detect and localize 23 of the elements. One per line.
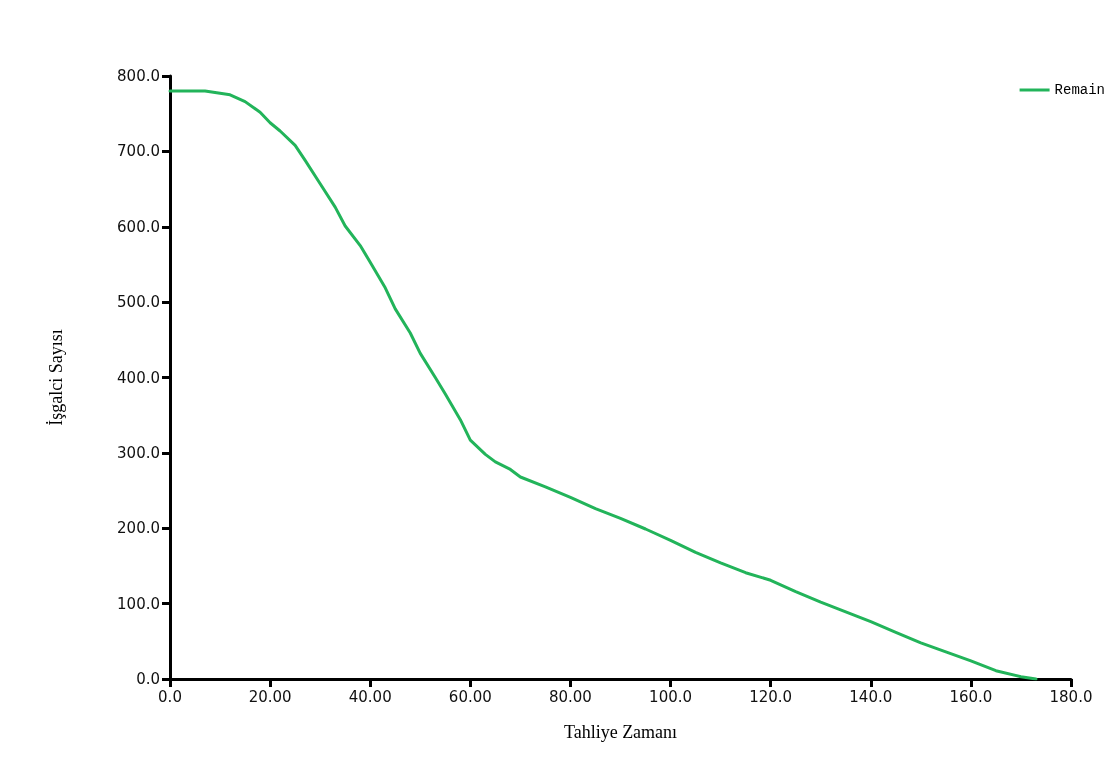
y-tick-label: 600.0 bbox=[117, 217, 160, 236]
y-tick-label: 700.0 bbox=[117, 142, 160, 161]
x-tick-label: 140.0 bbox=[849, 687, 893, 706]
legend-label: Remain bbox=[1054, 82, 1106, 98]
x-tick-label: 20.00 bbox=[248, 687, 292, 706]
x-tick-label: 180.0 bbox=[1049, 687, 1093, 706]
y-tick-label: 400.0 bbox=[117, 368, 160, 387]
x-axis-title: Tahliye Zamanı bbox=[563, 722, 678, 742]
x-tick-label: 100.0 bbox=[649, 687, 693, 706]
x-tick-label: 40.00 bbox=[348, 687, 392, 706]
x-tick-label: 120.0 bbox=[749, 687, 793, 706]
y-tick-label: 300.0 bbox=[117, 443, 160, 462]
x-tick-label: 60.00 bbox=[448, 687, 492, 706]
y-tick-label: 0.0 bbox=[136, 670, 160, 688]
y-tick-label: 200.0 bbox=[117, 519, 160, 538]
x-tick-label: 80.00 bbox=[548, 687, 592, 706]
x-tick-label: 160.0 bbox=[949, 687, 993, 706]
y-tick-label: 800.0 bbox=[117, 67, 160, 85]
y-tick-label: 100.0 bbox=[117, 594, 160, 613]
line-series bbox=[168, 89, 1038, 681]
y-axis-title: İşgalci Sayısı bbox=[46, 329, 66, 426]
x-tick-label: 0.0 bbox=[158, 687, 182, 706]
y-tick-label: 500.0 bbox=[117, 293, 160, 312]
